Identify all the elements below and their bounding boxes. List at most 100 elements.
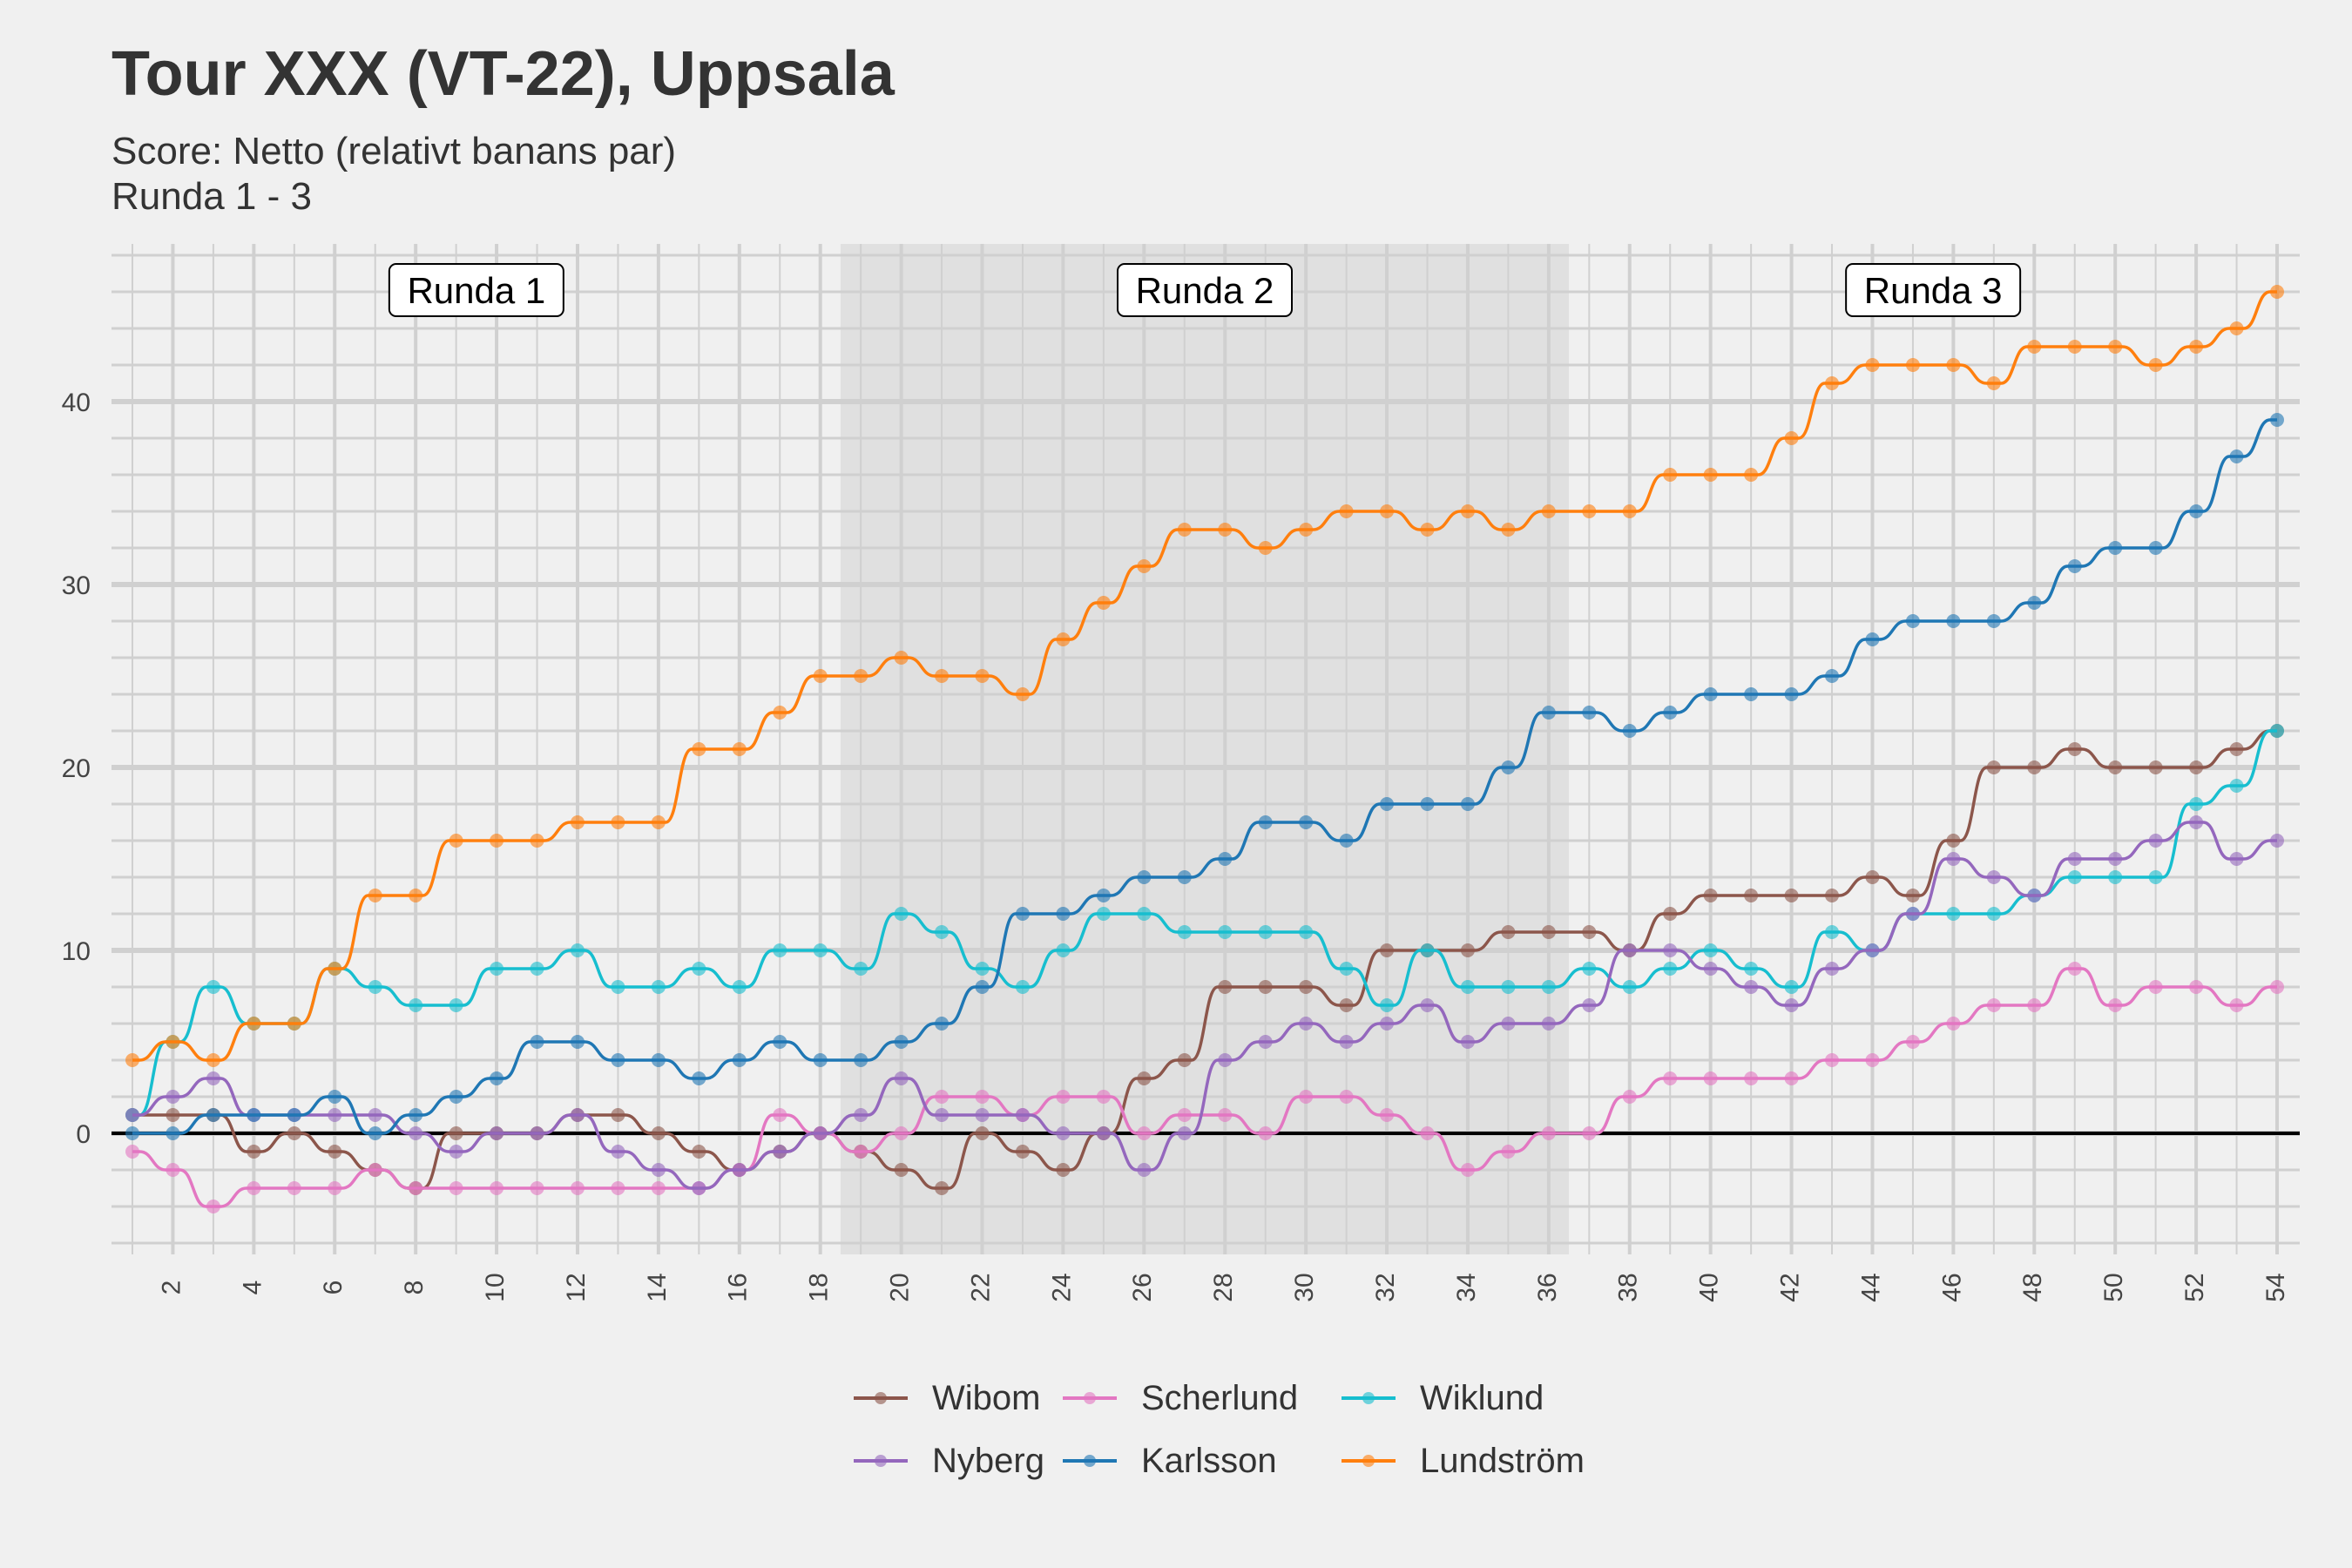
data-point-wibom bbox=[651, 1126, 666, 1140]
data-point-wiklund bbox=[1582, 962, 1597, 976]
data-point-scherlund bbox=[530, 1181, 544, 1195]
data-point-scherlund bbox=[2270, 980, 2284, 994]
legend-label-scherlund: Scherlund bbox=[1141, 1378, 1299, 1417]
data-point-wiklund bbox=[1744, 962, 1759, 976]
data-point-karlsson bbox=[1420, 797, 1435, 811]
data-point-karlsson bbox=[1137, 870, 1152, 884]
data-point-karlsson bbox=[975, 980, 990, 994]
legend-key-lundstrom bbox=[1342, 1455, 1396, 1467]
data-point-lundstrm bbox=[1339, 504, 1354, 518]
data-point-nyberg bbox=[1056, 1126, 1071, 1140]
data-point-wiklund bbox=[1825, 925, 1840, 939]
x-tick-label: 28 bbox=[1209, 1273, 1238, 1301]
data-point-karlsson bbox=[1744, 687, 1759, 701]
data-point-lundstrm bbox=[1501, 523, 1516, 537]
data-point-nyberg bbox=[1177, 1126, 1192, 1140]
data-point-wiklund bbox=[1218, 925, 1233, 939]
data-point-wiklund bbox=[2108, 870, 2123, 884]
data-point-karlsson bbox=[935, 1017, 950, 1031]
data-point-wibom bbox=[1663, 907, 1678, 921]
data-point-wiklund bbox=[206, 980, 220, 994]
data-point-nyberg bbox=[1946, 852, 1961, 866]
data-point-wiklund bbox=[732, 980, 747, 994]
data-point-wibom bbox=[1501, 925, 1516, 939]
data-point-wibom bbox=[2067, 742, 2082, 756]
data-point-lundstrm bbox=[1825, 376, 1840, 390]
data-point-karlsson bbox=[2229, 449, 2244, 463]
data-point-wibom bbox=[1784, 889, 1799, 902]
data-point-wiklund bbox=[651, 980, 666, 994]
data-point-wibom bbox=[1744, 889, 1759, 902]
data-point-wiklund bbox=[368, 980, 382, 994]
data-point-karlsson bbox=[1663, 706, 1678, 720]
data-point-nyberg bbox=[1825, 962, 1840, 976]
data-point-lundstrm bbox=[651, 815, 666, 829]
data-point-scherlund bbox=[490, 1181, 504, 1195]
x-tick-label: 50 bbox=[2099, 1273, 2128, 1301]
data-point-scherlund bbox=[247, 1181, 261, 1195]
data-point-lundstrm bbox=[1218, 523, 1233, 537]
data-point-wibom bbox=[1541, 925, 1556, 939]
data-point-wiklund bbox=[1703, 943, 1718, 957]
data-point-karlsson bbox=[530, 1035, 544, 1049]
legend: Wibom Scherlund Wiklund Nyberg Karlsson … bbox=[854, 1376, 1603, 1483]
data-point-wibom bbox=[166, 1108, 180, 1122]
legend-dot-wiklund bbox=[1362, 1392, 1375, 1404]
legend-label-wibom: Wibom bbox=[932, 1378, 1041, 1417]
data-point-wibom bbox=[449, 1126, 463, 1140]
data-point-nyberg bbox=[2189, 815, 2204, 829]
data-point-karlsson bbox=[854, 1053, 868, 1067]
x-tick-label: 30 bbox=[1290, 1273, 1319, 1301]
data-point-nyberg bbox=[1744, 980, 1759, 994]
data-point-lundstrm bbox=[1380, 504, 1395, 518]
data-point-karlsson bbox=[247, 1108, 261, 1122]
data-point-karlsson bbox=[651, 1053, 666, 1067]
data-point-nyberg bbox=[1501, 1017, 1516, 1031]
x-tick-label: 6 bbox=[319, 1281, 348, 1295]
x-tick-label: 40 bbox=[1695, 1273, 1724, 1301]
data-point-nyberg bbox=[490, 1126, 504, 1140]
data-point-karlsson bbox=[1258, 815, 1273, 829]
legend-dot-nyberg bbox=[875, 1455, 887, 1467]
x-tick-label: 38 bbox=[1614, 1273, 1643, 1301]
data-point-lundstrm bbox=[287, 1017, 301, 1031]
data-point-scherlund bbox=[1905, 1035, 1920, 1049]
data-point-wiklund bbox=[692, 962, 706, 976]
data-point-nyberg bbox=[611, 1145, 625, 1159]
data-point-wiklund bbox=[2229, 779, 2244, 793]
data-point-karlsson bbox=[409, 1108, 423, 1122]
data-point-scherlund bbox=[1299, 1090, 1314, 1104]
data-point-karlsson bbox=[894, 1035, 909, 1049]
data-point-scherlund bbox=[1137, 1126, 1152, 1140]
data-point-karlsson bbox=[328, 1090, 342, 1104]
data-point-scherlund bbox=[2148, 980, 2163, 994]
data-point-wibom bbox=[1460, 943, 1475, 957]
data-point-lundstrm bbox=[1986, 376, 2001, 390]
data-point-karlsson bbox=[611, 1053, 625, 1067]
data-point-scherlund bbox=[894, 1126, 909, 1140]
round-label-text: Runda 3 bbox=[1864, 270, 2003, 311]
x-tick-label: 32 bbox=[1371, 1273, 1400, 1301]
data-point-karlsson bbox=[1218, 852, 1233, 866]
data-point-lundstrm bbox=[894, 651, 909, 665]
data-point-scherlund bbox=[611, 1181, 625, 1195]
data-point-karlsson bbox=[1703, 687, 1718, 701]
round-label-text: Runda 1 bbox=[407, 270, 545, 311]
data-point-scherlund bbox=[206, 1200, 220, 1213]
legend-label-lundstrom: Lundström bbox=[1420, 1441, 1585, 1480]
data-point-karlsson bbox=[1986, 614, 2001, 628]
data-point-karlsson bbox=[732, 1053, 747, 1067]
data-point-lundstrm bbox=[813, 669, 828, 683]
data-point-wiklund bbox=[490, 962, 504, 976]
data-point-karlsson bbox=[490, 1071, 504, 1085]
data-point-karlsson bbox=[1825, 669, 1840, 683]
data-point-scherlund bbox=[287, 1181, 301, 1195]
data-point-nyberg bbox=[1380, 1017, 1395, 1031]
data-point-wibom bbox=[328, 1145, 342, 1159]
data-point-lundstrm bbox=[1946, 358, 1961, 372]
data-point-wibom bbox=[1865, 870, 1880, 884]
x-tick-label: 54 bbox=[2261, 1273, 2290, 1301]
data-point-lundstrm bbox=[125, 1053, 139, 1067]
data-point-wibom bbox=[1177, 1053, 1192, 1067]
data-point-wiklund bbox=[1056, 943, 1071, 957]
